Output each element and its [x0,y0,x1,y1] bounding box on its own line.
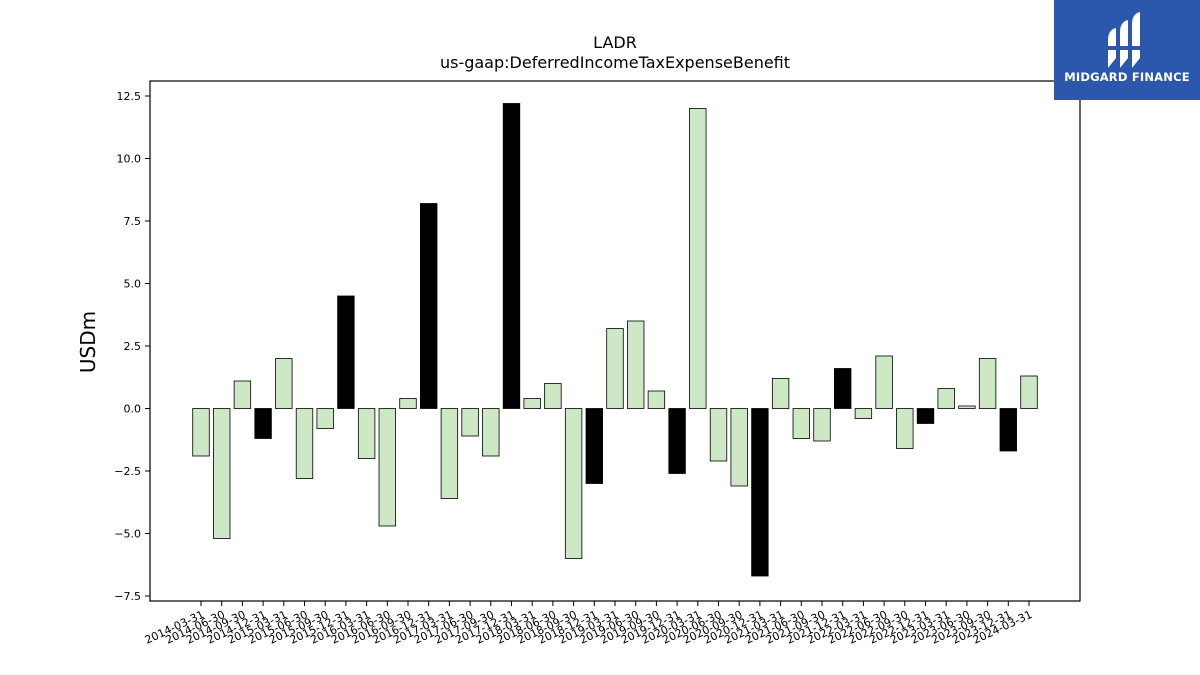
bar-2021-06-30 [792,408,810,439]
bar-2022-12-31 [916,408,935,424]
bar-2018-09-30 [564,408,583,559]
bar-2019-09-30 [647,390,666,409]
bar-2023-03-31 [937,388,955,409]
y-axis-ticks: 12.5 10.0 7.5 5.0 2.5 0.0 −2.5 −5.0 −7.5 [114,90,150,603]
plot-area-frame [149,80,1081,602]
bar-2018-12-31 [585,408,603,484]
bar-2015-03-31 [275,358,293,409]
bar-2020-09-30 [730,408,748,487]
y-tick-label: −2.5 [114,465,141,478]
bar-2015-06-30 [295,408,314,479]
logo-mark-icon [1106,12,1144,68]
bar-2015-12-31 [337,295,355,409]
bar-2015-09-30 [316,408,334,429]
bar-2022-09-30 [896,408,914,449]
y-tick-label: 0.0 [124,403,142,416]
bar-2021-09-30 [813,408,831,442]
bar-2014-03-31 [192,408,210,457]
bar-2021-03-31 [771,378,790,409]
bar-2017-06-30 [461,408,479,437]
chart-subtitle: us-gaap:DeferredIncomeTaxExpenseBenefit [440,53,790,72]
bar-2014-09-30 [233,380,252,409]
bar-2016-06-30 [378,408,396,527]
y-tick-label: 2.5 [124,340,142,353]
bar-2024-03-31 [1020,375,1038,409]
y-axis-label: USDm [76,311,100,373]
bars-group [192,103,1038,577]
bar-2023-12-31 [999,408,1017,452]
chart-title: LADR [593,33,637,52]
bar-2023-09-30 [978,358,997,409]
bar-2021-12-31 [834,368,852,409]
bar-2022-06-30 [875,355,893,409]
logo-text: MIDGARD FINANCE [1064,70,1190,84]
bar-2016-12-31 [420,203,438,409]
bar-2020-06-30 [709,408,728,462]
y-tick-label: −5.0 [114,528,141,541]
bar-2018-03-31 [523,398,541,409]
x-axis-ticks: 2014-03-312014-06-302014-09-302014-12-31… [143,601,1034,647]
bar-2020-03-31 [689,108,707,409]
bar-2019-12-31 [668,408,686,474]
bar-2020-12-31 [751,408,769,577]
y-tick-label: 5.0 [124,278,142,291]
y-tick-label: 12.5 [117,90,142,103]
bar-2017-09-30 [482,408,500,457]
bar-2018-06-30 [544,383,562,409]
midgard-finance-logo: MIDGARD FINANCE [1054,0,1200,100]
y-tick-label: 7.5 [124,215,142,228]
bar-2014-12-31 [254,408,272,439]
bar-2014-06-30 [213,408,231,539]
bar-2019-06-30 [627,320,645,409]
bar-2023-06-30 [958,405,976,409]
bar-2017-03-31 [440,408,459,499]
bar-2017-12-31 [502,103,521,409]
y-tick-label: 10.0 [117,153,142,166]
bar-2019-03-31 [606,328,624,409]
bar-2022-03-31 [854,408,873,419]
bar-2016-03-31 [357,408,376,459]
bar-2016-09-30 [399,398,417,409]
y-tick-label: −7.5 [114,590,141,603]
